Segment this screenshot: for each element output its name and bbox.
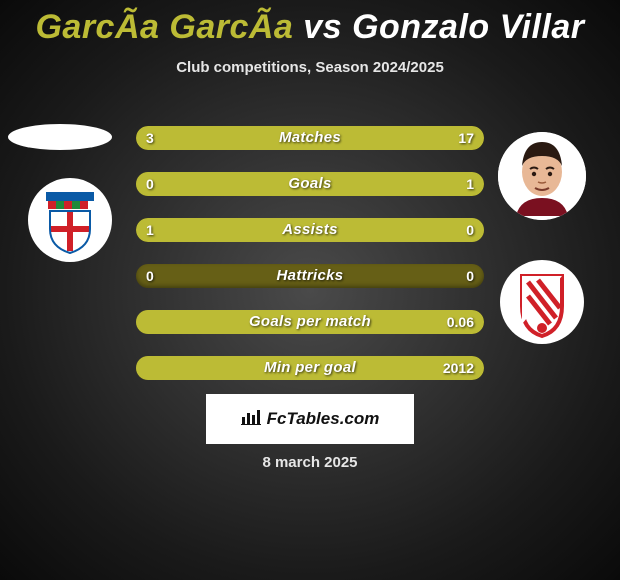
stat-value-right: 0	[466, 218, 474, 242]
stat-value-right: 17	[458, 126, 474, 150]
stats-bars: 3 Matches 17 0 Goals 1 1 Assists 0 0 Hat…	[136, 126, 484, 402]
stat-row-hattricks: 0 Hattricks 0	[136, 264, 484, 288]
stat-value-right: 0.06	[447, 310, 474, 334]
player2-avatar	[498, 132, 586, 220]
stat-row-assists: 1 Assists 0	[136, 218, 484, 242]
player2-club-badge	[500, 260, 584, 344]
stat-row-matches: 3 Matches 17	[136, 126, 484, 150]
club-badge-celta-icon	[28, 178, 112, 262]
title-player1: GarcÃ­a GarcÃ­a	[35, 8, 293, 46]
stat-label: Goals	[136, 172, 484, 196]
player1-club-badge	[28, 178, 112, 262]
branding-text: FcTables.com	[267, 409, 380, 429]
stat-label: Assists	[136, 218, 484, 242]
comparison-card: GarcÃ­a GarcÃ­a vs Gonzalo Villar Club c…	[0, 0, 620, 580]
branding-badge: FcTables.com	[206, 394, 414, 444]
player1-avatar	[8, 124, 112, 150]
title-player2: Gonzalo Villar	[352, 8, 584, 46]
stat-row-min-per-goal: Min per goal 2012	[136, 356, 484, 380]
title: GarcÃ­a GarcÃ­a vs Gonzalo Villar	[0, 0, 620, 47]
stat-value-right: 2012	[443, 356, 474, 380]
stat-label: Hattricks	[136, 264, 484, 288]
bar-chart-icon	[241, 409, 261, 430]
stat-label: Matches	[136, 126, 484, 150]
generated-date: 8 march 2025	[0, 454, 620, 471]
club-badge-granada-icon	[500, 260, 584, 344]
stat-label: Goals per match	[136, 310, 484, 334]
stat-value-right: 0	[466, 264, 474, 288]
stat-row-goals: 0 Goals 1	[136, 172, 484, 196]
stat-label: Min per goal	[136, 356, 484, 380]
stat-value-right: 1	[466, 172, 474, 196]
title-vs: vs	[303, 8, 342, 46]
player-face-icon	[498, 132, 586, 220]
subtitle: Club competitions, Season 2024/2025	[0, 59, 620, 76]
stat-row-goals-per-match: Goals per match 0.06	[136, 310, 484, 334]
